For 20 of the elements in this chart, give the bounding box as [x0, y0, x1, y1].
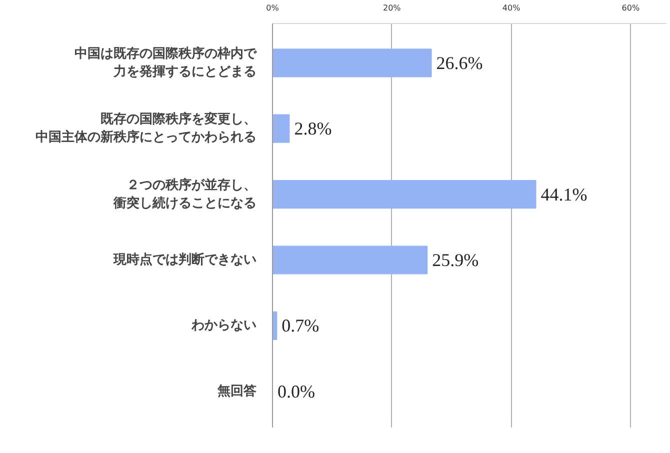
bar — [272, 48, 432, 78]
y-tick-label: ２つの秩序が並存し、衝突し続けることになる — [112, 176, 256, 211]
data-label: 25.9% — [432, 250, 479, 270]
y-tick-label: わからない — [190, 318, 256, 334]
x-tick-label: 40% — [502, 4, 521, 12]
y-tick-label: 中国は既存の国際秩序の枠内で力を発揮するにとどまる — [74, 45, 258, 80]
y-tick-label: 既存の国際秩序を変更し、中国主体の新秩序にとってかわられる — [36, 111, 256, 146]
data-label: 0.0% — [278, 381, 315, 402]
data-label: 2.8% — [294, 118, 332, 139]
y-tick-label: 現時点では判断できない — [112, 251, 256, 268]
y-tick-label: 無回答 — [216, 384, 256, 399]
x-tick-label: 60% — [622, 4, 640, 12]
bar — [272, 180, 536, 209]
bar — [272, 114, 290, 143]
data-label: 0.7% — [282, 316, 320, 336]
data-label: 44.1% — [540, 184, 588, 204]
bar — [272, 246, 428, 274]
x-tick-label: 20% — [383, 4, 402, 12]
data-label: 26.6% — [436, 52, 483, 73]
x-tick-label: 0% — [266, 4, 280, 12]
